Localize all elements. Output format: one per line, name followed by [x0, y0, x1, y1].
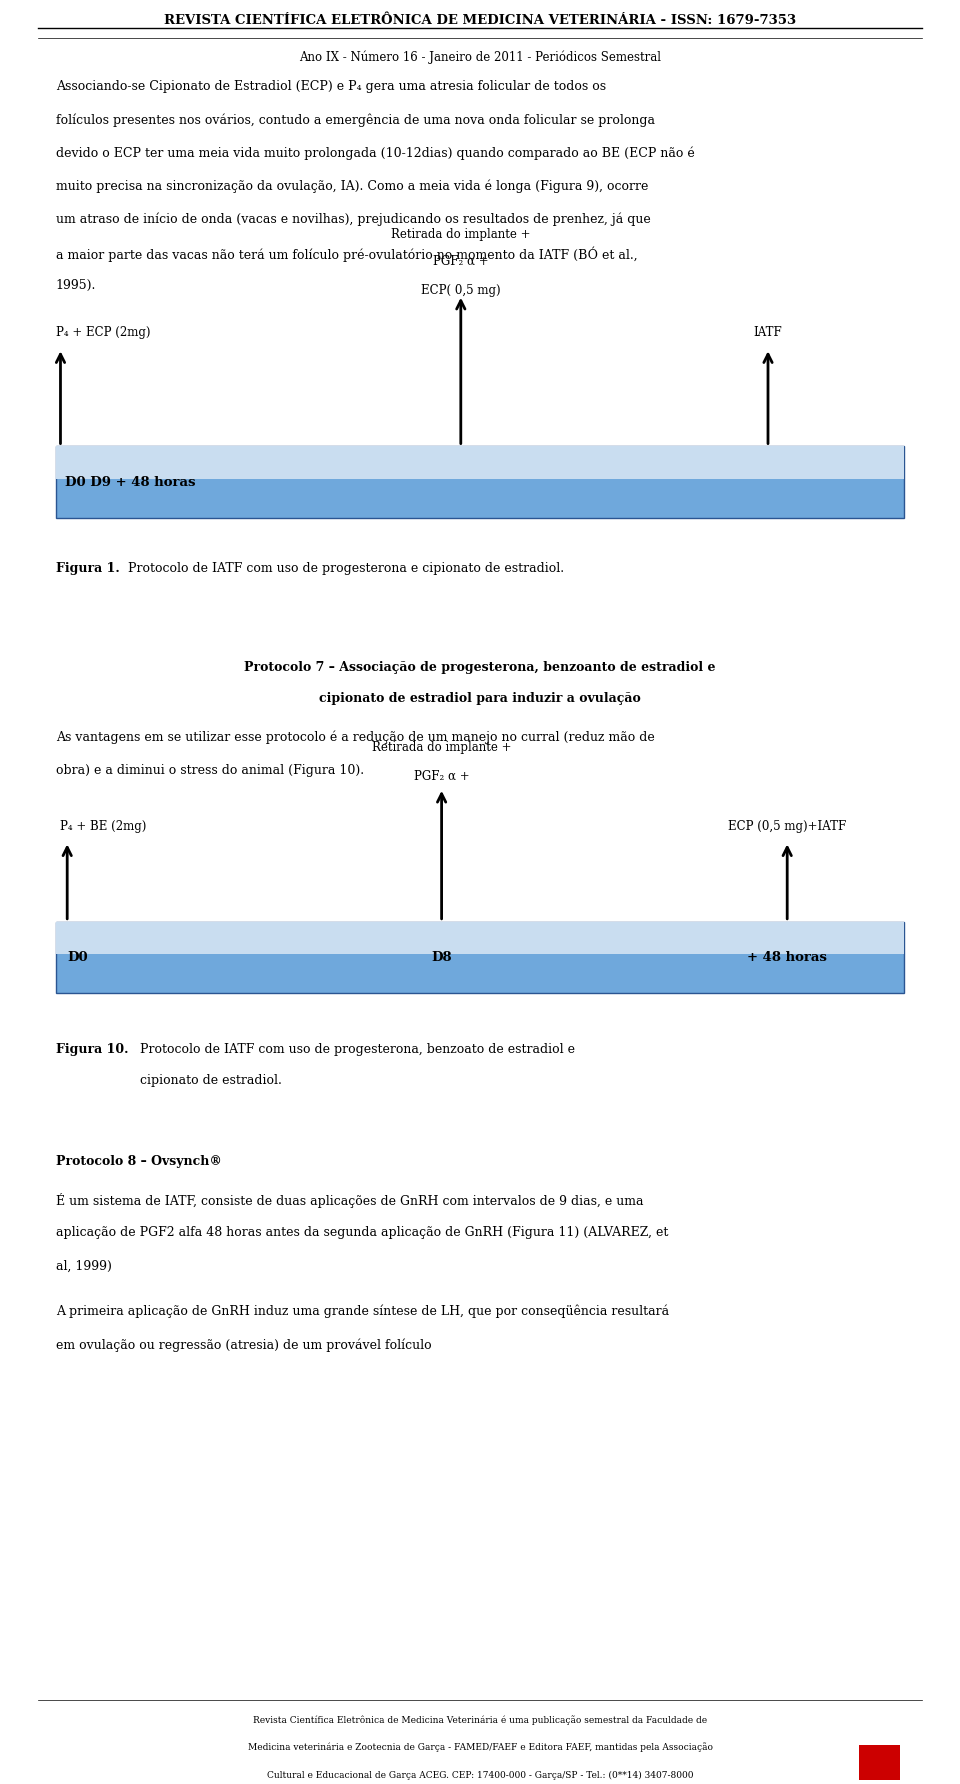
Text: As vantagens em se utilizar esse protocolo é a redução de um manejo no curral (r: As vantagens em se utilizar esse protoco… [56, 730, 655, 744]
Text: folículos presentes nos ovários, contudo a emergência de uma nova onda folicular: folículos presentes nos ovários, contudo… [56, 112, 655, 127]
Text: em ovulação ou regressão (atresia) de um provável folículo: em ovulação ou regressão (atresia) de um… [56, 1338, 431, 1352]
Text: Protocolo 8 – Ovsynch®: Protocolo 8 – Ovsynch® [56, 1154, 222, 1169]
Text: D0 D9 + 48 horas: D0 D9 + 48 horas [65, 476, 196, 489]
Text: cipionato de estradiol para induzir a ovulação: cipionato de estradiol para induzir a ov… [319, 692, 641, 705]
Text: a maior parte das vacas não terá um folículo pré-ovulatório no momento da IATF (: a maior parte das vacas não terá um folí… [56, 246, 637, 262]
Text: + 48 horas: + 48 horas [747, 951, 828, 963]
Text: 1995).: 1995). [56, 280, 96, 293]
Text: um atraso de início de onda (vacas e novilhas), prejudicando os resultados de pr: um atraso de início de onda (vacas e nov… [56, 212, 651, 227]
Text: Revista Científica Eletrônica de Medicina Veterinária é uma publicação semestral: Revista Científica Eletrônica de Medicin… [252, 1714, 708, 1725]
Text: ECP (0,5 mg)+IATF: ECP (0,5 mg)+IATF [728, 819, 847, 833]
Text: Retirada do implante +: Retirada do implante + [391, 228, 531, 241]
Text: Figura 10.: Figura 10. [56, 1044, 129, 1056]
Text: Medicina veterinária e Zootecnia de Garça - FAMED/FAEF e Editora FAEF, mantidas : Medicina veterinária e Zootecnia de Garç… [248, 1743, 712, 1752]
Text: muito precisa na sincronização da ovulação, IA). Como a meia vida é longa (Figur: muito precisa na sincronização da ovulaç… [56, 180, 648, 193]
Text: Associando-se Cipionato de Estradiol (ECP) e P₄ gera uma atresia folicular de to: Associando-se Cipionato de Estradiol (EC… [56, 80, 606, 93]
Text: Protocolo 7 – Associação de progesterona, benzoanto de estradiol e: Protocolo 7 – Associação de progesterona… [244, 660, 716, 674]
Bar [56, 922, 904, 954]
Text: A primeira aplicação de GnRH induz uma grande síntese de LH, que por conseqüênci: A primeira aplicação de GnRH induz uma g… [56, 1304, 669, 1318]
Text: Figura 1.: Figura 1. [56, 562, 119, 576]
Text: al, 1999): al, 1999) [56, 1260, 111, 1272]
Text: aplicação de PGF2 alfa 48 horas antes da segunda aplicação de GnRH (Figura 11) (: aplicação de PGF2 alfa 48 horas antes da… [56, 1226, 668, 1240]
Text: ECP( 0,5 mg): ECP( 0,5 mg) [421, 284, 500, 296]
Text: PGF₂ α +: PGF₂ α + [433, 255, 489, 268]
Text: IATF: IATF [754, 326, 782, 339]
Text: Protocolo de IATF com uso de progesterona, benzoato de estradiol e: Protocolo de IATF com uso de progesteron… [140, 1044, 575, 1056]
Bar [56, 446, 904, 517]
Text: Cultural e Educacional de Garça ACEG. CEP: 17400-000 - Garça/SP - Tel.: (0**14) : Cultural e Educacional de Garça ACEG. CE… [267, 1770, 693, 1779]
Text: D8: D8 [431, 951, 452, 963]
Text: P₄ + ECP (2mg): P₄ + ECP (2mg) [56, 326, 150, 339]
Text: Protocolo de IATF com uso de progesterona e cipionato de estradiol.: Protocolo de IATF com uso de progesteron… [128, 562, 564, 576]
Text: PGF₂ α +: PGF₂ α + [414, 769, 469, 783]
Bar [859, 1745, 900, 1780]
Bar [56, 446, 904, 478]
Text: P₄ + BE (2mg): P₄ + BE (2mg) [60, 819, 146, 833]
Text: Ano IX - Número 16 - Janeiro de 2011 - Periódicos Semestral: Ano IX - Número 16 - Janeiro de 2011 - P… [299, 50, 661, 64]
Bar [56, 922, 904, 994]
Text: obra) e a diminui o stress do animal (Figura 10).: obra) e a diminui o stress do animal (Fi… [56, 764, 364, 776]
Text: É um sistema de IATF, consiste de duas aplicações de GnRH com intervalos de 9 di: É um sistema de IATF, consiste de duas a… [56, 1193, 643, 1208]
Text: D0: D0 [67, 951, 87, 963]
Text: cipionato de estradiol.: cipionato de estradiol. [140, 1074, 282, 1088]
Text: Retirada do implante +: Retirada do implante + [372, 740, 512, 755]
Text: devido o ECP ter uma meia vida muito prolongada (10-12dias) quando comparado ao : devido o ECP ter uma meia vida muito pro… [56, 146, 694, 161]
Text: REVISTA CIENTÍFICA ELETRÔNICA DE MEDICINA VETERINÁRIA - ISSN: 1679-7353: REVISTA CIENTÍFICA ELETRÔNICA DE MEDICIN… [164, 14, 796, 27]
